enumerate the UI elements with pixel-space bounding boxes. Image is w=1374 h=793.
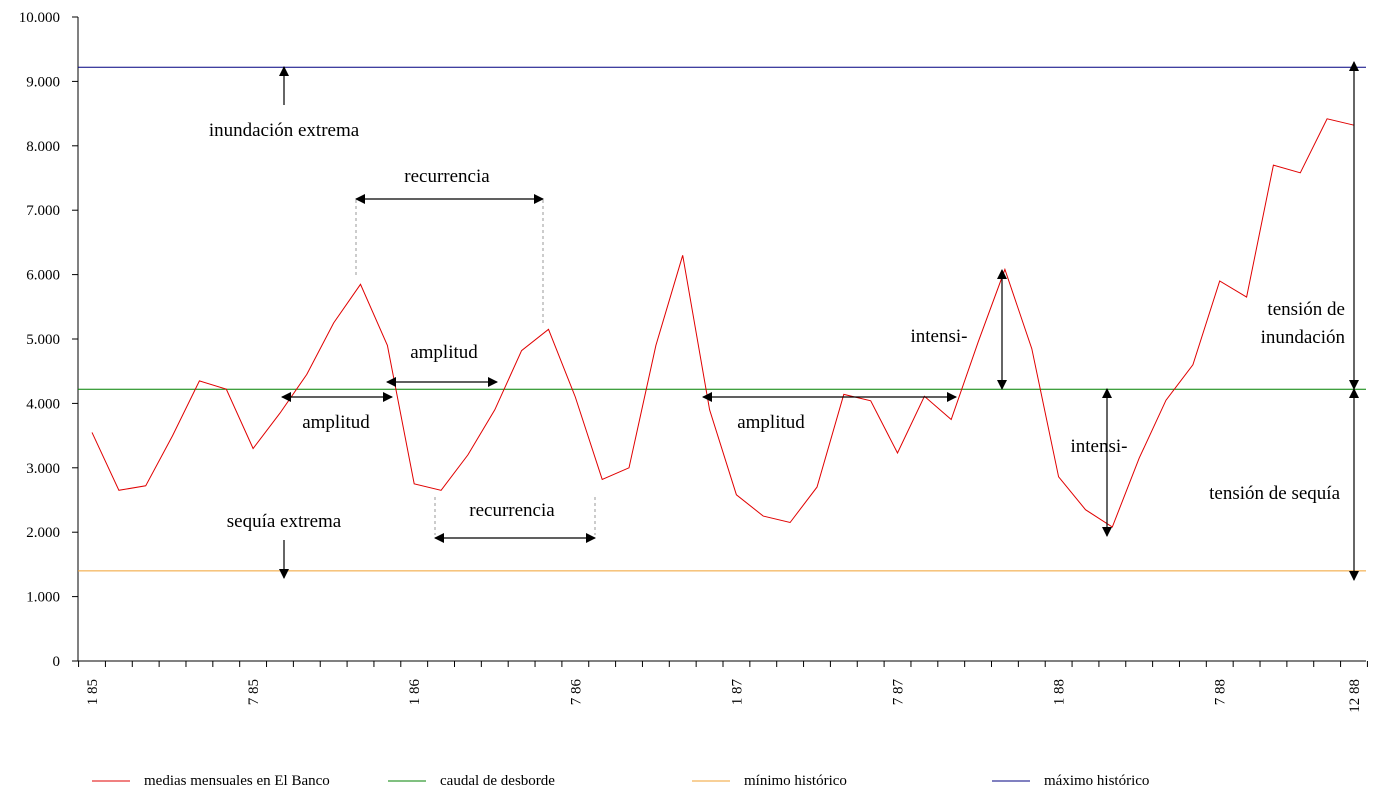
x-tick-label: 7 88 (1213, 679, 1229, 705)
x-ticks (78, 661, 1368, 667)
annotation-amplitud-3: amplitud (737, 412, 805, 433)
y-tick-label: 10.000 (19, 10, 60, 26)
x-tick-label: 7 87 (891, 679, 907, 706)
annotation-sequia-extrema: sequía extrema (227, 511, 342, 532)
annotation-tension-inundacion-2: inundación (1261, 327, 1346, 348)
annotation-intensidad-2: intensi- (1071, 436, 1128, 457)
annotation-recurrencia-bottom: recurrencia (469, 500, 555, 521)
x-tick-label: 1 86 (407, 679, 423, 706)
guide-lines (355, 200, 596, 535)
y-tick-label: 3.000 (26, 461, 60, 477)
y-tick-label: 5.000 (26, 332, 60, 348)
y-tick-label: 9.000 (26, 74, 60, 90)
annotation-arrows (279, 61, 1359, 581)
annotation-tension-sequia: tensión de sequía (1209, 483, 1340, 504)
annotation-amplitud-1: amplitud (302, 412, 370, 433)
x-tick-label: 1 87 (729, 679, 745, 706)
annotation-amplitud-2: amplitud (410, 342, 478, 363)
x-tick-label: 7 85 (246, 679, 262, 705)
series-medias-mensuales-line (91, 118, 1355, 528)
x-tick-label: 1 85 (85, 679, 101, 705)
x-tick-labels: 1 85 7 85 1 86 7 86 1 87 7 87 1 88 7 88 12 88 (85, 679, 1363, 713)
legend-label-minimo: mínimo histórico (744, 773, 847, 789)
legend-label-desborde: caudal de desborde (440, 773, 555, 789)
series-points (92, 119, 1354, 527)
annotation-intensidad-1: intensi- (911, 326, 968, 347)
legend-label-medias: medias mensuales en El Banco (144, 773, 330, 789)
x-tick-label: 7 86 (568, 679, 584, 706)
annotation-recurrencia-top: recurrencia (404, 166, 490, 187)
legend-label-maximo: máximo histórico (1044, 773, 1149, 789)
annotation-texts: inundación extrema sequía extrema recurr… (209, 120, 1346, 532)
y-ticks: 0 1.000 2.000 3.000 4.000 5.000 6.000 7.000 8.00… (19, 10, 78, 670)
annotation-inundacion-extrema: inundación extrema (209, 120, 360, 141)
legend: medias mensuales en El Banco caudal de d… (92, 773, 1149, 789)
y-tick-label: 8.000 (26, 139, 60, 155)
y-tick-label: 4.000 (26, 396, 60, 412)
x-tick-label: 12 88 (1347, 679, 1363, 713)
y-tick-label: 1.000 (26, 590, 60, 606)
x-tick-label: 1 88 (1052, 679, 1068, 705)
annotation-tension-inundacion-1: tensión de (1267, 299, 1345, 320)
y-tick-label: 0 (53, 654, 61, 670)
y-tick-label: 7.000 (26, 203, 60, 219)
y-tick-label: 6.000 (26, 268, 60, 284)
y-tick-label: 2.000 (26, 525, 60, 541)
